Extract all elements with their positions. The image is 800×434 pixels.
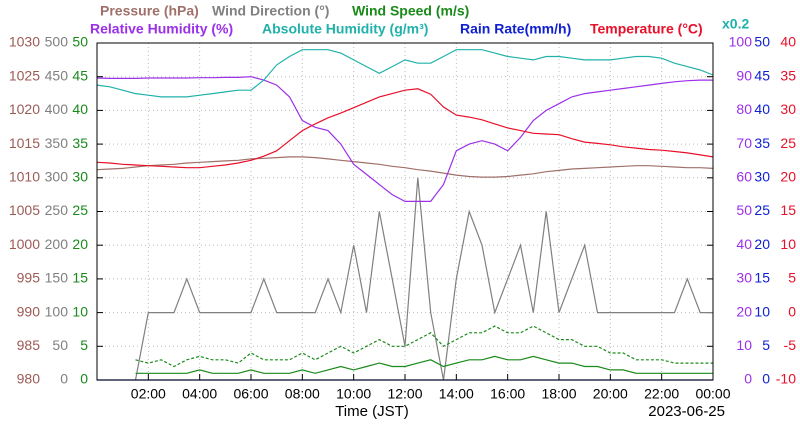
y-tick-label: 20	[72, 236, 88, 252]
x-tick-label: 04:00	[182, 386, 217, 402]
y-tick-label: 35	[780, 67, 796, 83]
y-tick-label: 100	[45, 303, 69, 319]
x-tick-label: 18:00	[541, 386, 576, 402]
series-line	[135, 355, 713, 374]
series-line	[134, 177, 713, 381]
y-tick-label: 30	[754, 169, 770, 185]
y-tick-label: 500	[45, 34, 69, 50]
y-tick-label: 40	[780, 34, 796, 50]
y-tick-label: 15	[780, 202, 796, 218]
y-tick-label: 45	[754, 67, 770, 83]
series-line	[96, 88, 714, 169]
y-tick-label: 1020	[9, 101, 40, 117]
x-tick-label: 02:00	[131, 386, 166, 402]
legend-label: Wind Speed (m/s)	[352, 3, 469, 19]
y-tick-label: 30	[780, 101, 796, 117]
y-tick-label: 70	[736, 135, 752, 151]
y-tick-label: 5	[80, 337, 88, 353]
y-tick-label: 25	[780, 135, 796, 151]
scale-label: x0.2	[722, 16, 749, 32]
y-tick-label: 80	[736, 101, 752, 117]
series-line	[96, 76, 713, 202]
legend-label: Relative Humidity (%)	[90, 21, 233, 37]
y-tick-label: 5	[762, 337, 770, 353]
y-tick-label: 25	[72, 202, 88, 218]
y-tick-label: 35	[72, 135, 88, 151]
y-tick-label: 10	[72, 303, 88, 319]
y-tick-label: 10	[736, 337, 752, 353]
y-tick-label: 20	[736, 303, 752, 319]
y-tick-label: 10	[754, 303, 770, 319]
series-line	[135, 325, 713, 368]
y-tick-label: -10	[776, 371, 796, 387]
y-tick-label: 25	[754, 202, 770, 218]
legend-label: Rain Rate(mm/h)	[460, 21, 571, 37]
x-tick-label: 00:00	[695, 386, 730, 402]
x-axis-label: Time (JST)	[335, 403, 409, 420]
y-tick-label: 0	[788, 303, 796, 319]
x-tick-label: 06:00	[233, 386, 268, 402]
x-tick-label: 10:00	[336, 386, 371, 402]
y-tick-label: 1005	[9, 202, 40, 218]
y-tick-label: 10	[780, 236, 796, 252]
y-tick-label: 250	[45, 202, 69, 218]
y-tick-label: 985	[17, 337, 41, 353]
y-tick-label: 300	[45, 169, 69, 185]
y-tick-label: 5	[788, 270, 796, 286]
y-tick-label: 990	[17, 303, 41, 319]
y-tick-label: 1025	[9, 67, 40, 83]
y-tick-label: 20	[754, 236, 770, 252]
y-tick-label: 450	[45, 67, 69, 83]
y-tick-label: 0	[60, 371, 68, 387]
x-tick-label: 08:00	[285, 386, 320, 402]
y-tick-label: 50	[736, 202, 752, 218]
y-tick-label: 1030	[9, 34, 40, 50]
legend-label: Pressure (hPa)	[100, 3, 199, 19]
legend-label: Temperature (°C)	[590, 21, 703, 37]
y-tick-label: 995	[17, 270, 41, 286]
y-tick-label: 50	[52, 337, 68, 353]
x-tick-label: 14:00	[439, 386, 474, 402]
y-tick-label: 0	[744, 371, 752, 387]
y-tick-label: 60	[736, 169, 752, 185]
y-tick-label: 1010	[9, 169, 40, 185]
y-tick-label: 15	[754, 270, 770, 286]
x-tick-label: 16:00	[490, 386, 525, 402]
y-tick-label: 20	[780, 169, 796, 185]
y-tick-label: 350	[45, 135, 69, 151]
y-tick-label: 50	[72, 34, 88, 50]
x-tick-label: 20:00	[593, 386, 628, 402]
y-tick-label: 30	[72, 169, 88, 185]
y-tick-label: 0	[762, 371, 770, 387]
series-line	[96, 156, 714, 178]
series-line	[96, 49, 714, 98]
y-tick-label: 980	[17, 371, 41, 387]
legend-label: Wind Direction (°)	[212, 3, 329, 19]
y-tick-label: -5	[784, 337, 797, 353]
y-tick-label: 400	[45, 101, 69, 117]
y-tick-label: 150	[45, 270, 69, 286]
y-tick-label: 40	[72, 101, 88, 117]
y-tick-label: 1015	[9, 135, 40, 151]
y-tick-label: 35	[754, 135, 770, 151]
y-tick-label: 100	[729, 34, 753, 50]
y-tick-label: 40	[754, 101, 770, 117]
y-tick-label: 15	[72, 270, 88, 286]
x-tick-label: 22:00	[644, 386, 679, 402]
legend-label: Absolute Humidity (g/m³)	[262, 21, 428, 37]
y-tick-label: 90	[736, 67, 752, 83]
y-tick-label: 50	[754, 34, 770, 50]
x-tick-label: 12:00	[387, 386, 422, 402]
y-tick-label: 45	[72, 67, 88, 83]
date-label: 2023-06-25	[648, 403, 725, 420]
y-tick-label: 40	[736, 236, 752, 252]
y-tick-label: 1000	[9, 236, 40, 252]
y-tick-label: 30	[736, 270, 752, 286]
plot-frame	[96, 42, 714, 381]
y-tick-label: 200	[45, 236, 69, 252]
y-tick-label: 0	[80, 371, 88, 387]
